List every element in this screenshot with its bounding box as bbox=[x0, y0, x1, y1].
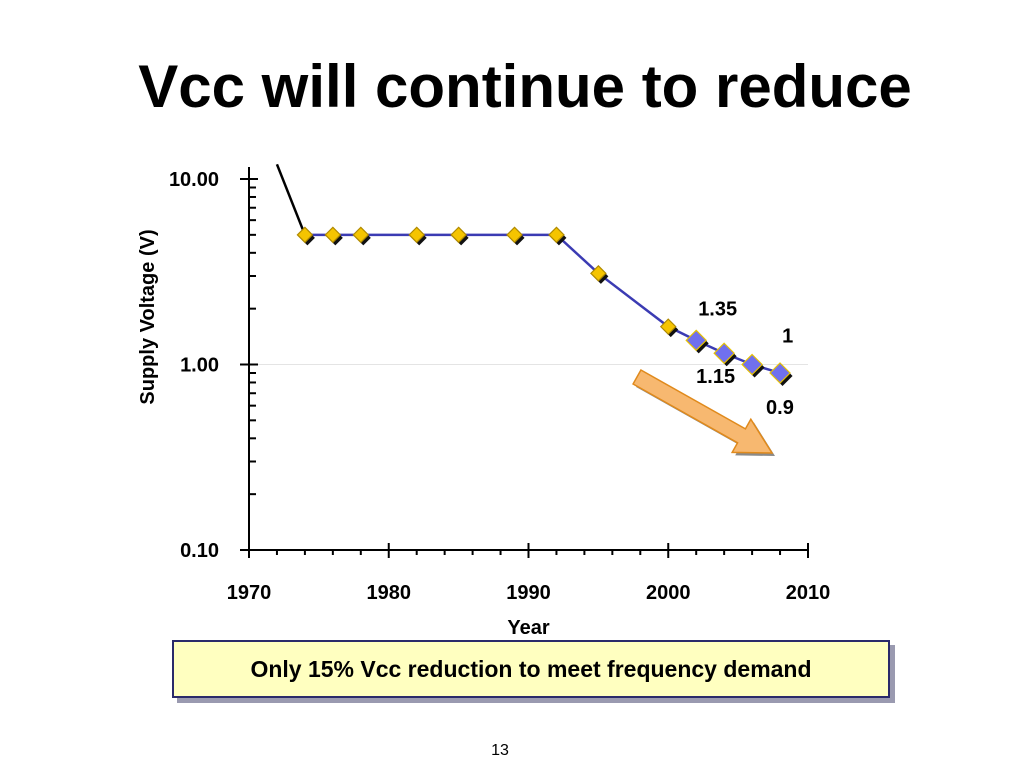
data-label: 1.15 bbox=[696, 366, 735, 388]
y-tick-label: 0.10 bbox=[180, 540, 219, 562]
data-point bbox=[713, 342, 735, 365]
callout-box: Only 15% Vcc reduction to meet frequency… bbox=[172, 640, 890, 698]
data-label: 1 bbox=[782, 326, 793, 348]
trend-arrow-shape bbox=[632, 369, 774, 454]
data-label: 1.35 bbox=[698, 298, 737, 320]
slide-title: Vcc will continue to reduce bbox=[138, 53, 912, 120]
data-point bbox=[741, 353, 763, 376]
data-point bbox=[450, 226, 467, 244]
y-axis-title: Supply Voltage (V) bbox=[137, 229, 159, 404]
data-point bbox=[548, 226, 565, 244]
x-tick-label: 2010 bbox=[786, 582, 831, 604]
x-tick-label: 1980 bbox=[367, 582, 412, 604]
series-markers bbox=[296, 226, 793, 386]
data-point bbox=[352, 226, 370, 244]
y-tick-label: 10.00 bbox=[169, 169, 219, 191]
data-point bbox=[324, 226, 342, 244]
data-point bbox=[685, 329, 708, 352]
trend-arrow bbox=[632, 369, 775, 456]
y-tick-label: 1.00 bbox=[180, 355, 219, 377]
x-axis-title: Year bbox=[507, 617, 549, 639]
data-point bbox=[769, 362, 791, 384]
data-point bbox=[296, 226, 314, 244]
series-line-start bbox=[275, 163, 307, 236]
data-point bbox=[408, 226, 426, 244]
page-number: 13 bbox=[491, 742, 509, 759]
callout-text: Only 15% Vcc reduction to meet frequency… bbox=[250, 655, 812, 682]
chart-axes: 0.10 1.00 10.00 1970 1980 1990 2000 2010 Year Sup… bbox=[137, 167, 830, 639]
data-point bbox=[590, 265, 607, 282]
data-label: 0.9 bbox=[766, 397, 794, 419]
data-point bbox=[659, 318, 677, 335]
x-tick-label: 1970 bbox=[227, 582, 272, 604]
y-axis-minor-ticks bbox=[250, 186, 256, 496]
data-point bbox=[506, 226, 523, 244]
data-labels: 1.35 1.15 1 0.9 bbox=[696, 298, 794, 419]
x-tick-label: 2000 bbox=[646, 582, 691, 604]
x-tick-label: 1990 bbox=[506, 582, 551, 604]
